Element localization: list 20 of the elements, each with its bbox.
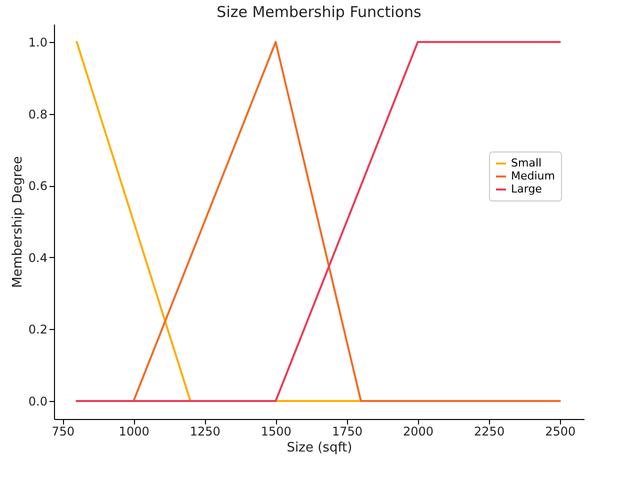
x-tick-label: 1750 xyxy=(332,424,362,438)
x-tick-label: 1250 xyxy=(190,424,220,438)
y-tick-label: 0.6 xyxy=(28,179,48,194)
x-tick-label: 1000 xyxy=(118,424,150,438)
legend-label: Large xyxy=(511,182,542,196)
x-tick-label: 1500 xyxy=(260,424,292,438)
y-tick-label: 0.4 xyxy=(28,250,48,265)
y-axis-title: Membership Degree xyxy=(10,156,26,288)
x-tick-label: 2250 xyxy=(474,424,505,438)
legend-label: Small xyxy=(511,156,542,170)
y-tick-label: 0.8 xyxy=(28,107,48,122)
y-tick-label: 0.0 xyxy=(28,394,48,409)
chart-title: Size Membership Functions xyxy=(216,3,422,21)
y-tick-label: 1.0 xyxy=(28,35,48,50)
x-axis-title: Size (sqft) xyxy=(286,440,352,456)
x-tick-label: 750 xyxy=(52,424,74,438)
legend-label: Medium xyxy=(511,170,555,182)
x-tick-label: 2000 xyxy=(402,424,434,438)
y-tick-label: 0.2 xyxy=(28,322,48,337)
x-tick-label: 2500 xyxy=(545,424,576,438)
